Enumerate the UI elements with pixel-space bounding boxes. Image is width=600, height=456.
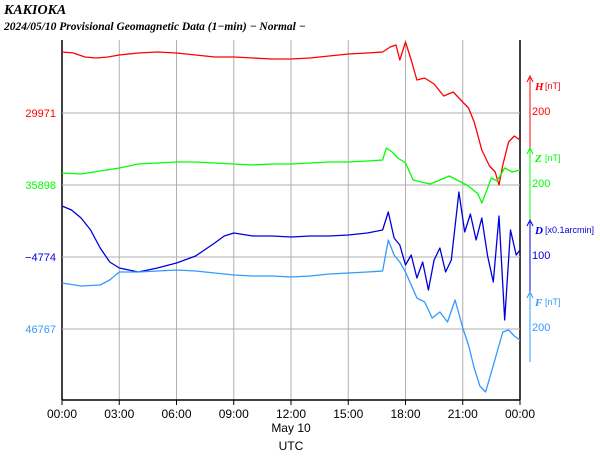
series-lines	[61, 41, 521, 393]
x-axis-label: UTC	[279, 439, 304, 453]
scale-arrowhead	[526, 218, 534, 227]
scale-value-f: 200	[532, 322, 550, 334]
x-tick-label: 03:00	[104, 407, 134, 421]
x-tick-label: 18:00	[390, 407, 420, 421]
x-tick-label: 09:00	[219, 407, 249, 421]
scale-arrowhead	[526, 146, 534, 155]
scale-arrowhead	[526, 290, 534, 299]
component-symbol-h: H	[534, 81, 544, 93]
component-unit: [nT]	[545, 153, 561, 163]
series-line-z	[61, 147, 521, 204]
x-tick-label: 21:00	[448, 407, 478, 421]
grid	[61, 40, 521, 401]
x-tick-label: 06:00	[161, 407, 191, 421]
series-line-f	[61, 239, 521, 393]
x-tick-label: 15:00	[333, 407, 363, 421]
scale-value-d: 100	[532, 250, 550, 262]
component-symbol-d: D	[534, 225, 543, 237]
component-unit: [x0.1arcmin]	[545, 225, 594, 235]
component-unit: [nT]	[545, 81, 561, 91]
station-title: KAKIOKA	[3, 3, 66, 18]
chart-subtitle: 2024/05/10 Provisional Geomagnetic Data …	[3, 21, 306, 33]
baseline-label-f: 46767	[25, 324, 56, 336]
scale-arrowhead	[526, 74, 534, 83]
series-line-d	[61, 191, 521, 321]
baseline-label-z: 35898	[25, 180, 56, 192]
component-symbol-f: F	[534, 297, 543, 309]
x-date-label: May 10	[271, 421, 311, 435]
x-tick-label: 00:00	[505, 407, 535, 421]
component-unit: [nT]	[545, 297, 561, 307]
scale-value-h: 200	[532, 106, 550, 118]
x-tick-label: 00:00	[47, 407, 77, 421]
series-line-h	[61, 41, 521, 186]
scale-value-z: 200	[532, 178, 550, 190]
x-tick-labels: 00:00 03:00 06:00 09:00 12:00 15:00 18:00 21:00…	[47, 400, 535, 421]
component-symbol-z: Z	[534, 153, 542, 165]
baseline-label-h: 29971	[25, 108, 56, 120]
baseline-labels: 29971 35898 −4774 46767	[25, 108, 56, 336]
baseline-label-d: −4774	[25, 252, 56, 264]
x-tick-label: 12:00	[276, 407, 306, 421]
